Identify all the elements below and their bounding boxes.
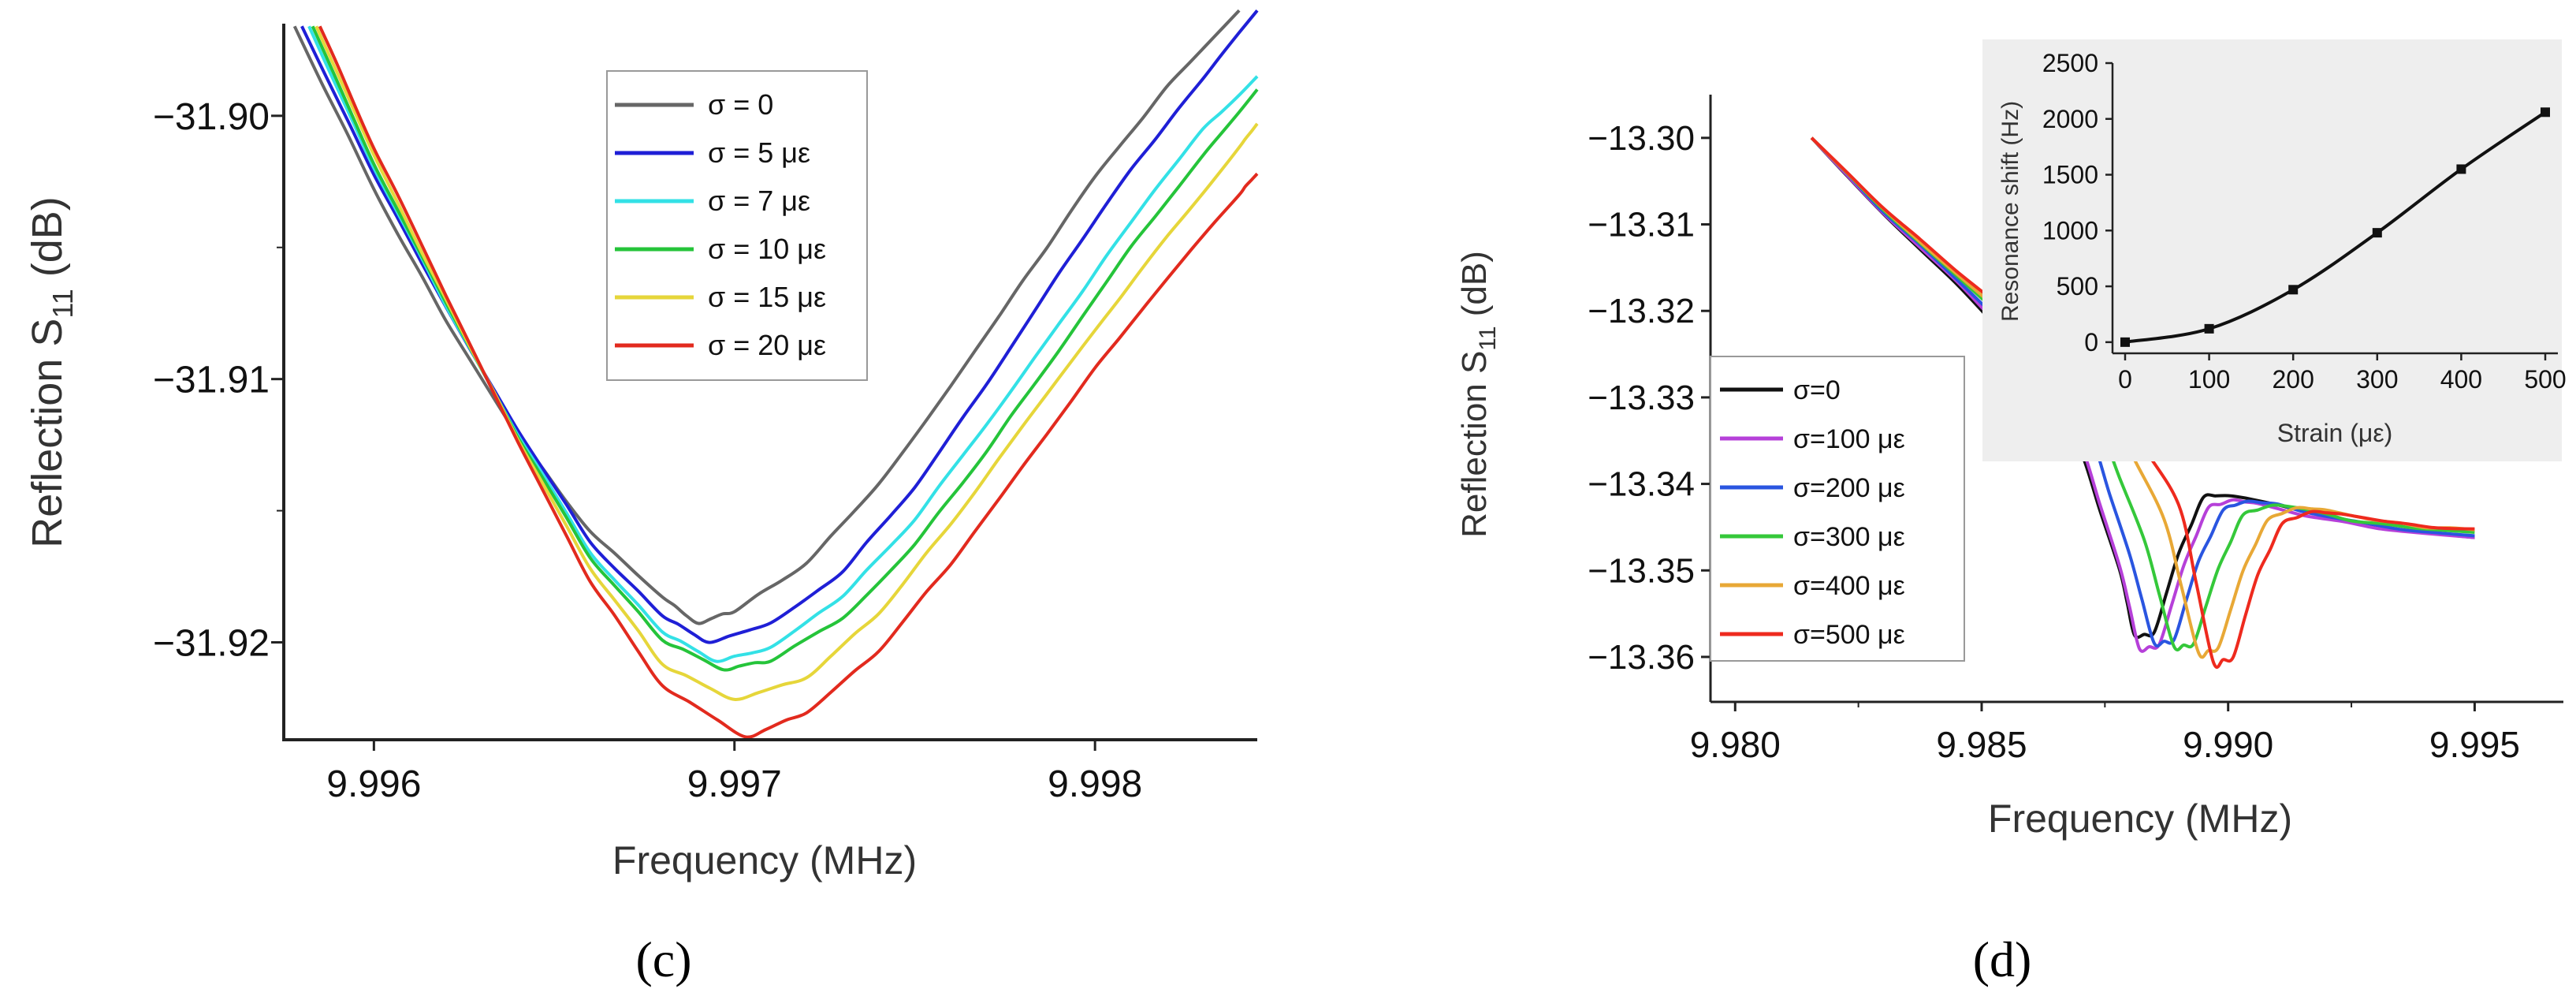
panel-d-inset-background [1982, 39, 2562, 461]
panel-d-inset-x-tick-label: 0 [2118, 365, 2132, 394]
panel-d-chart: 9.980 9.985 9.990 9.995 −13.36 −13.35 −13.34 −1… [1455, 39, 2567, 987]
panel-c-legend-label: σ = 5 με [708, 136, 810, 169]
panel-c-label: (c) [635, 931, 691, 987]
panel-d-inset-y-axis-title: Resonance shift (Hz) [1997, 101, 2023, 322]
panel-c-x-tick-label: 9.998 [1048, 763, 1142, 805]
panel-d-y-tick-label: −13.35 [1588, 551, 1695, 590]
panel-d-inset-y-tick-label: 1500 [2042, 161, 2098, 189]
panel-c-chart: 9.996 9.997 9.998 −31.92 −31.91 −31.90 Reflec… [24, 9, 1259, 987]
panel-c-y-tick-label: −31.92 [153, 622, 270, 664]
panel-c-legend-label: σ = 10 με [708, 233, 826, 265]
panel-d-inset-ticks: 0 100 200 300 400 500 0 500 1000 1500 2000 2500 [2042, 49, 2567, 394]
panel-c-y-axis-title: Reflection S11 (dB) [24, 196, 79, 548]
panel-d-inset-x-axis-title: Strain (με) [2277, 419, 2393, 447]
panel-d-inset-series-layer [2120, 107, 2551, 347]
panel-d-inset-point [2204, 323, 2214, 334]
panel-d-inset-point [2120, 337, 2130, 347]
panel-d-inset-x-tick-label: 500 [2524, 365, 2566, 394]
panel-c-series-0 [292, 9, 1241, 625]
panel-d-x-axis-title: Frequency (MHz) [1988, 797, 2292, 841]
panel-c-y-tick-label: −31.91 [153, 360, 270, 401]
panel-d-inset-y-tick-label: 2000 [2042, 105, 2098, 133]
panel-d-y-tick-label: −13.36 [1588, 638, 1695, 677]
panel-d-inset-point [2372, 228, 2382, 238]
panel-c-series-20 [318, 25, 1259, 739]
panel-c-legend: σ = 0 σ = 5 με σ = 7 με σ = 10 με σ = 15 με σ… [606, 70, 868, 381]
panel-d-y-tick-label: −13.32 [1588, 292, 1695, 330]
panel-c-legend-label: σ = 15 με [708, 281, 826, 313]
panel-d-legend-box [1710, 356, 1965, 662]
panel-c-legend-label: σ = 20 με [708, 329, 826, 361]
panel-c-legend-box [606, 70, 868, 381]
panel-d-y-axis-title: Reflection S11 (dB) [1455, 251, 1501, 538]
panel-d-x-tick-label: 9.980 [1690, 724, 1781, 765]
panel-d-inset-point [2456, 164, 2466, 174]
panel-d-y-tick-label: −13.33 [1588, 379, 1695, 417]
panel-d-inset-point [2541, 107, 2551, 118]
panel-d-inset-y-tick-label: 0 [2084, 328, 2098, 356]
panel-d-legend-label: σ=0 [1793, 375, 1841, 405]
panel-c-y-tick-label: −31.90 [153, 96, 270, 138]
panel-d-inset: 0 100 200 300 400 500 0 500 1000 1500 2000 2500 Res… [1982, 39, 2567, 461]
panel-c-legend-label: σ = 7 με [708, 185, 810, 217]
panel-d-inset-x-tick-label: 400 [2440, 365, 2482, 394]
panel-d-legend-label: σ=500 με [1793, 620, 1905, 650]
panel-d-inset-x-tick-label: 100 [2188, 365, 2230, 394]
panel-d-inset-x-tick-label: 300 [2356, 365, 2398, 394]
panel-d-legend: σ=0 σ=100 με σ=200 με σ=300 με σ=400 με σ=500… [1710, 356, 1965, 662]
panel-d-legend-label: σ=200 με [1793, 473, 1905, 503]
panel-c-x-axis-title: Frequency (MHz) [612, 838, 917, 882]
panel-d-x-tick-label: 9.985 [1936, 724, 2027, 765]
panel-d-series-200 [1810, 136, 2475, 648]
panel-d-inset-y-tick-label: 2500 [2042, 49, 2098, 77]
panel-d-y-tick-label: −13.34 [1588, 465, 1695, 504]
panel-d-legend-label: σ=100 με [1793, 424, 1905, 454]
panel-d-inset-line [2124, 110, 2547, 344]
panel-c-x-tick-label: 9.997 [687, 763, 782, 805]
panel-d-inset-point [2288, 285, 2299, 295]
panel-c-series-layer [292, 9, 1259, 739]
panel-d-inset-y-tick-label: 500 [2057, 272, 2098, 300]
panel-d-y-tick-label: −13.31 [1588, 206, 1695, 244]
panel-d-legend-label: σ=400 με [1793, 571, 1905, 601]
panel-d-inset-y-tick-label: 1000 [2042, 216, 2098, 244]
panel-d-x-tick-label: 9.995 [2429, 724, 2520, 765]
panel-c-x-tick-label: 9.996 [326, 763, 421, 805]
panel-c-ticks: 9.996 9.997 9.998 −31.92 −31.91 −31.90 [153, 96, 1142, 805]
panel-c-legend-label: σ = 0 [708, 88, 773, 121]
panel-d-x-tick-label: 9.990 [2183, 724, 2273, 765]
panel-d-y-tick-label: −13.30 [1588, 119, 1695, 158]
panel-d-ticks: 9.980 9.985 9.990 9.995 −13.36 −13.35 −13.34 −1… [1588, 119, 2520, 765]
panel-d-legend-label: σ=300 με [1793, 522, 1905, 552]
panel-d-inset-x-tick-label: 200 [2273, 365, 2314, 394]
panel-d-label: (d) [1973, 931, 2032, 987]
